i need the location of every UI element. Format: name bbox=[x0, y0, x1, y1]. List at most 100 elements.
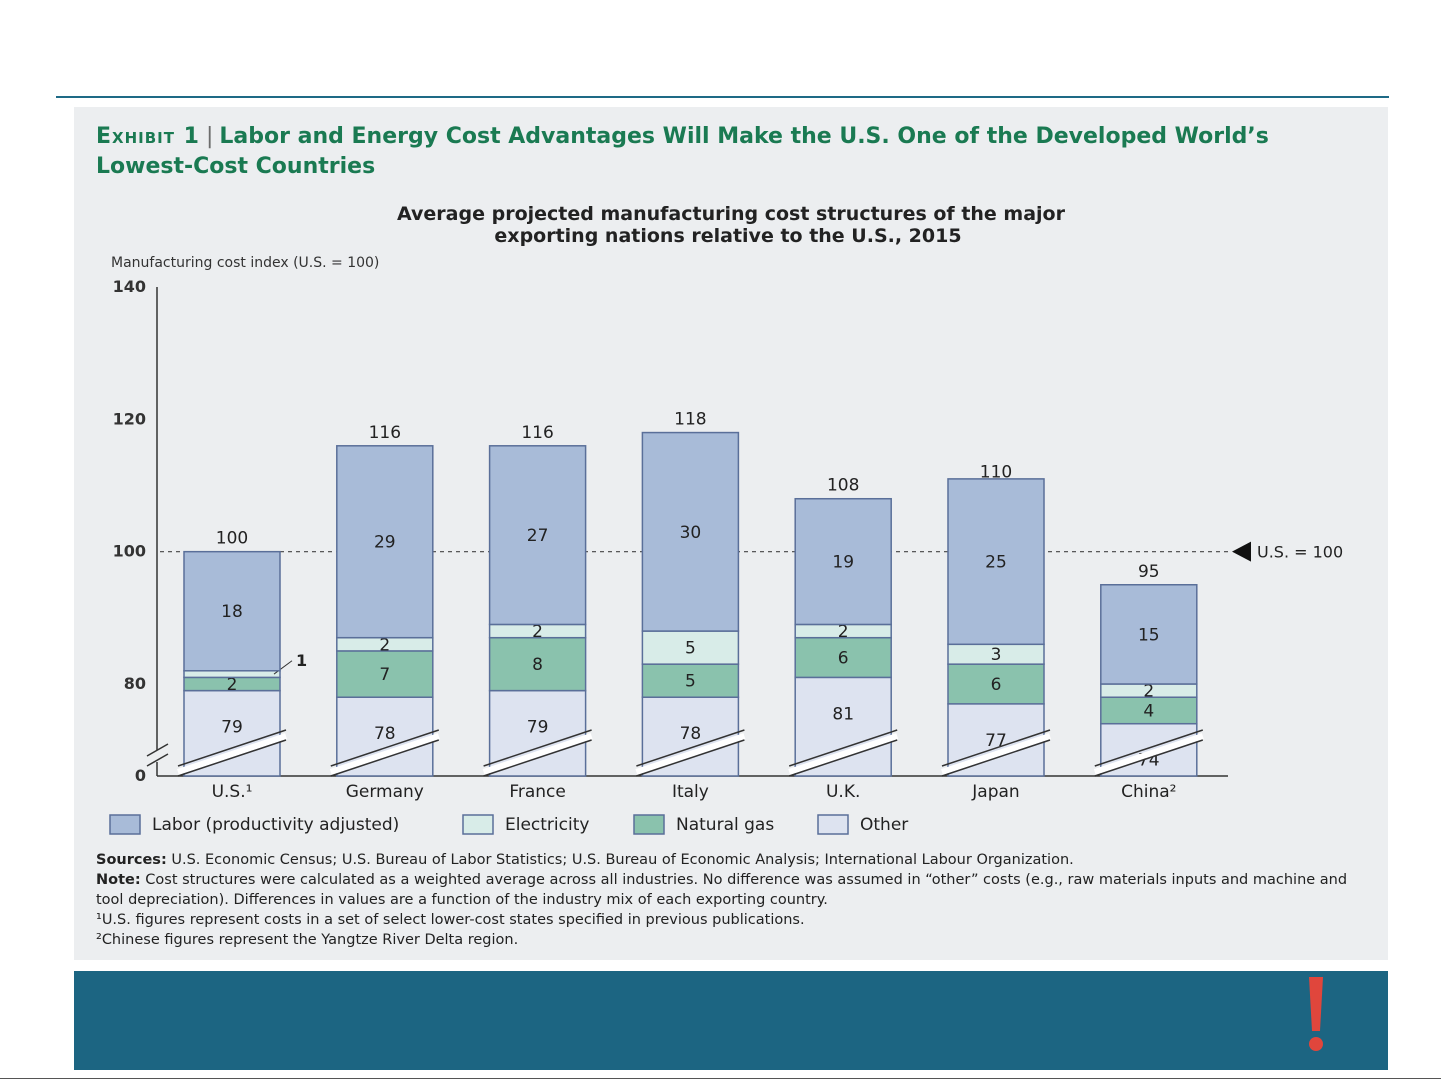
reference-arrow-icon bbox=[1232, 541, 1251, 562]
segment-value-label: 2 bbox=[227, 675, 238, 695]
bar-total-label: 118 bbox=[674, 410, 706, 430]
exclamation-icon bbox=[1309, 977, 1323, 1051]
bar-break-gap bbox=[788, 733, 899, 775]
x-tick-label: U.S.¹ bbox=[212, 782, 253, 802]
y-tick-label: 80 bbox=[124, 674, 146, 693]
footnote-1: ¹U.S. figures represent costs in a set o… bbox=[96, 912, 805, 928]
bar-break-mark bbox=[483, 739, 592, 777]
footnote-2: ²Chinese figures represent the Yangtze R… bbox=[96, 932, 519, 948]
legend-label: Natural gas bbox=[676, 815, 774, 835]
bar-segment bbox=[794, 497, 892, 626]
chart-title-line-2: exporting nations relative to the U.S., … bbox=[494, 225, 961, 247]
segment-value-label: 78 bbox=[680, 724, 702, 744]
y-axis-label: Manufacturing cost index (U.S. = 100) bbox=[111, 255, 379, 271]
bar-break-gap bbox=[1093, 733, 1204, 775]
segment-leader-line bbox=[273, 660, 293, 675]
exhibit-label: Exhibit 1 bbox=[96, 124, 200, 149]
bar-break-mark bbox=[788, 729, 898, 767]
bar-break-gap bbox=[635, 733, 746, 775]
segment-value-label: 5 bbox=[685, 672, 696, 692]
bar-break-mark bbox=[636, 729, 745, 767]
segment-value-label: 27 bbox=[527, 526, 549, 546]
segment-value-label: 29 bbox=[374, 533, 396, 553]
segment-value-label: 30 bbox=[680, 523, 702, 543]
segment-value-label: 4 bbox=[1143, 701, 1154, 721]
bar-segment bbox=[641, 663, 740, 698]
bar-segment bbox=[641, 431, 740, 632]
bar-segment bbox=[794, 676, 892, 777]
y-axis-break-mark bbox=[146, 753, 169, 767]
bar-break-mark bbox=[636, 739, 745, 777]
y-tick-label: 100 bbox=[113, 542, 146, 561]
segment-value-label: 2 bbox=[838, 622, 849, 642]
bar-break-mark bbox=[941, 729, 1051, 767]
x-tick-label: China² bbox=[1121, 782, 1176, 802]
bar-break-mark bbox=[483, 729, 592, 767]
bar-break-mark bbox=[330, 739, 440, 777]
segment-value-label: 81 bbox=[832, 704, 854, 724]
bar-segment bbox=[488, 445, 587, 626]
y-tick-label: 140 bbox=[113, 277, 146, 296]
bar-segment bbox=[1100, 584, 1198, 685]
bar-break-mark bbox=[941, 739, 1051, 777]
segment-value-label: 6 bbox=[838, 649, 849, 669]
legend-swatch bbox=[817, 814, 849, 835]
segment-value-label: 78 bbox=[374, 724, 396, 744]
notes-block: Sources: U.S. Economic Census; U.S. Bure… bbox=[96, 850, 1366, 950]
bar-break-gap bbox=[941, 733, 1051, 775]
bar-break-gap bbox=[482, 733, 593, 775]
segment-value-label: 79 bbox=[527, 718, 549, 738]
reference-line-label: U.S. = 100 bbox=[1257, 543, 1343, 562]
bar-break-mark bbox=[1094, 739, 1204, 777]
x-tick-label: France bbox=[509, 782, 566, 802]
segment-value-label: 18 bbox=[221, 602, 243, 622]
segment-value-label: 25 bbox=[985, 553, 1007, 573]
bar-segment bbox=[336, 445, 434, 639]
note-text: Cost structures were calculated as a wei… bbox=[96, 872, 1348, 908]
y-tick-label: 0 bbox=[135, 766, 146, 785]
segment-value-label: 19 bbox=[832, 553, 854, 573]
segment-value-label: 2 bbox=[1143, 682, 1154, 702]
bar-total-label: 95 bbox=[1138, 562, 1160, 582]
x-tick-label: Japan bbox=[971, 782, 1019, 802]
bottom-rule bbox=[0, 1078, 1441, 1079]
bar-total-label: 108 bbox=[827, 476, 859, 496]
bar-break-mark bbox=[788, 739, 898, 777]
bar-break-mark bbox=[177, 729, 287, 767]
segment-value-label: 2 bbox=[532, 622, 543, 642]
stacked-bar-chart: Average projected manufacturing cost str… bbox=[109, 203, 1343, 835]
segment-value-label: 6 bbox=[991, 675, 1002, 695]
bar-total-label: 116 bbox=[369, 423, 401, 443]
segment-value-label: 2 bbox=[379, 635, 390, 655]
chart-title-line-1: Average projected manufacturing cost str… bbox=[397, 203, 1066, 225]
bar-segment bbox=[488, 636, 587, 692]
bar-segment bbox=[641, 630, 740, 665]
legend-swatch bbox=[633, 814, 665, 835]
legend-swatch bbox=[109, 814, 141, 835]
note-line: Note: Cost structures were calculated as… bbox=[96, 870, 1366, 910]
x-tick-label: Germany bbox=[346, 782, 424, 802]
exhibit-separator: | bbox=[205, 124, 214, 149]
bar-segment bbox=[794, 636, 892, 679]
segment-value-label: 7 bbox=[379, 665, 390, 685]
footer-band bbox=[74, 971, 1388, 1070]
legend-swatch bbox=[462, 814, 494, 835]
bar-break-gap bbox=[329, 733, 440, 775]
legend-label: Labor (productivity adjusted) bbox=[152, 815, 399, 835]
sources-label: Sources: bbox=[96, 852, 167, 868]
bars: 792118100U.S.¹787229116Germany798227116F… bbox=[177, 410, 1204, 802]
y-axis-break-mark bbox=[146, 743, 169, 757]
sources-text: U.S. Economic Census; U.S. Bureau of Lab… bbox=[171, 852, 1074, 868]
sources-line: Sources: U.S. Economic Census; U.S. Bure… bbox=[96, 850, 1366, 870]
bar-segment bbox=[183, 670, 281, 679]
x-tick-label: Italy bbox=[672, 782, 709, 802]
segment-value-label: 8 bbox=[532, 655, 543, 675]
segment-value-label: 15 bbox=[1138, 625, 1160, 645]
segment-value-label: 3 bbox=[991, 645, 1002, 665]
bar-segment bbox=[183, 550, 281, 672]
bar-break-mark bbox=[177, 739, 287, 777]
exhibit-title-text: Labor and Energy Cost Advantages Will Ma… bbox=[96, 124, 1269, 179]
legend-label: Other bbox=[860, 815, 908, 835]
legend-label: Electricity bbox=[505, 815, 589, 835]
bar-break-mark bbox=[1094, 729, 1204, 767]
